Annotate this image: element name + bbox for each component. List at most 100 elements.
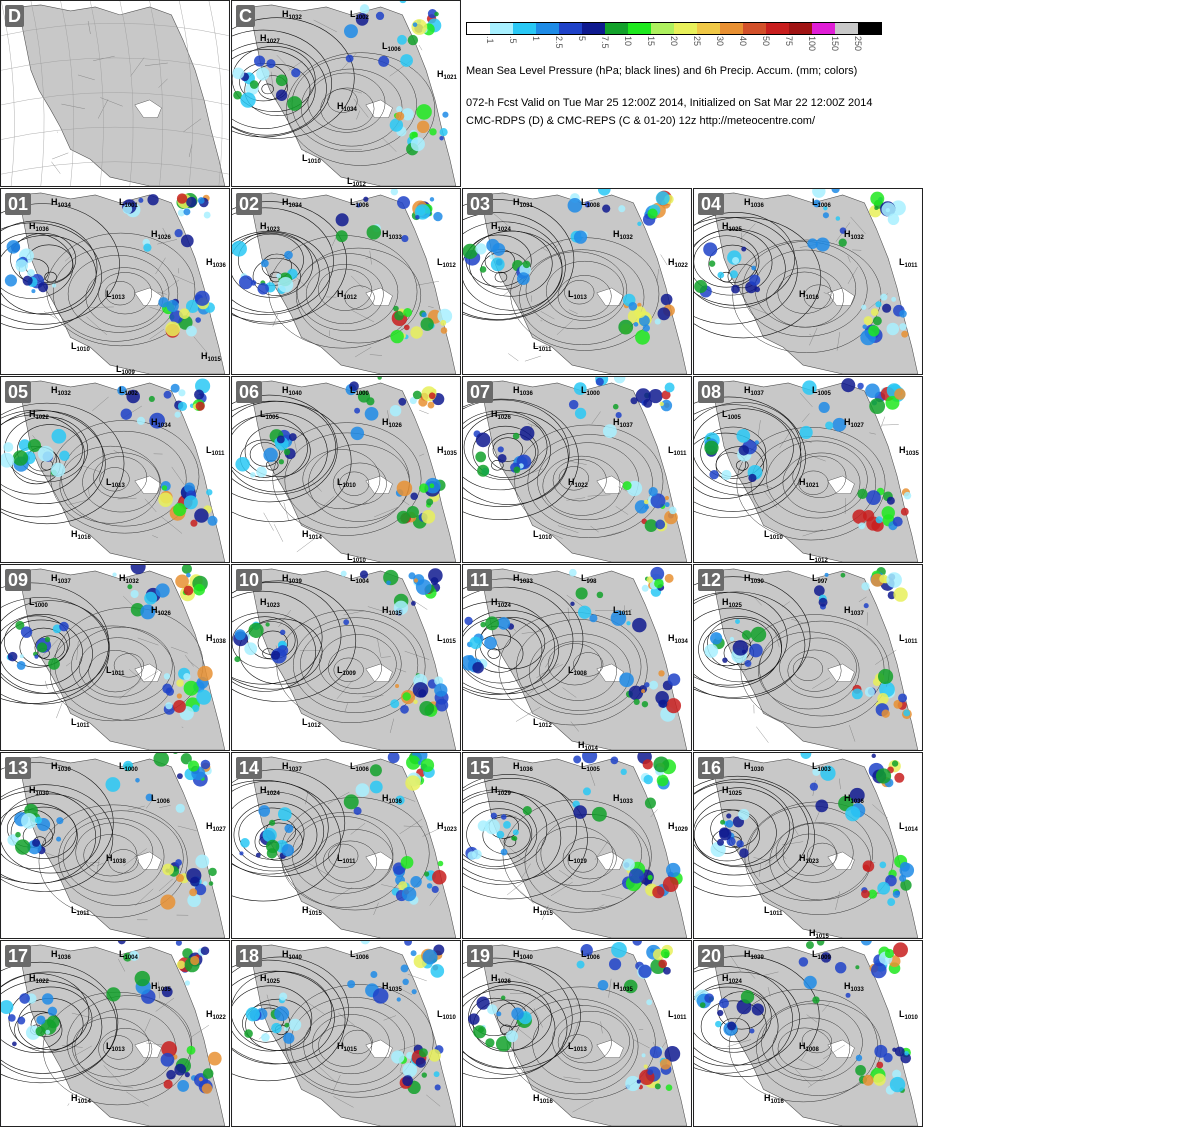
high-pressure-label: H1036: [29, 221, 49, 233]
precip-area: [27, 269, 35, 277]
border-line: [89, 306, 114, 308]
precip-area: [659, 401, 664, 407]
border-line: [144, 498, 157, 513]
precip-area: [475, 451, 487, 463]
isobar: [333, 657, 364, 682]
pressure-center-letter: L: [119, 385, 125, 395]
border-line: [367, 606, 388, 613]
graticule-line: [1, 126, 229, 140]
border-line: [608, 978, 612, 998]
border-line: [754, 598, 762, 606]
isobar: [540, 814, 642, 893]
precip-area: [394, 310, 404, 321]
low-pressure-label: L1011: [899, 257, 918, 269]
pressure-value: 1014: [584, 746, 598, 751]
precip-area: [173, 753, 178, 755]
precip-area: [415, 214, 420, 220]
isobar: [34, 635, 65, 660]
precip-area: [729, 270, 738, 279]
low-pressure-label: L1011: [106, 665, 125, 677]
isobar: [694, 229, 773, 296]
pressure-value: 1012: [307, 723, 321, 729]
map-graphic: [1, 565, 229, 750]
pressure-center-letter: H: [382, 981, 389, 991]
isobar: [1, 582, 110, 704]
pressure-value: 1024: [266, 791, 280, 797]
border-line: [558, 869, 573, 880]
border-line: [809, 327, 818, 346]
pressure-center-letter: H: [337, 1041, 344, 1051]
border-line: [739, 223, 756, 240]
pressure-center-letter: L: [812, 385, 818, 395]
border-line: [590, 525, 599, 533]
colorbar-swatch: [513, 23, 536, 34]
precip-area: [402, 692, 411, 701]
precip-area: [641, 584, 649, 592]
precip-area: [719, 998, 729, 1009]
low-pressure-label: L1005: [260, 409, 279, 421]
border-line: [513, 884, 534, 904]
precip-area: [610, 610, 627, 626]
precip-area: [147, 194, 159, 206]
pressure-value: 1006: [355, 767, 369, 773]
precip-area: [666, 862, 681, 878]
precip-area: [841, 378, 856, 393]
isobar: [238, 807, 305, 860]
precip-area: [610, 756, 619, 765]
precip-area: [349, 381, 359, 392]
panel-label: 05: [5, 381, 32, 403]
precip-area: [130, 589, 139, 599]
panel-label: C: [236, 5, 255, 27]
isobar: [463, 410, 551, 491]
high-pressure-label: H1039: [282, 573, 302, 585]
precip-area: [664, 1046, 681, 1062]
precip-area: [266, 839, 280, 854]
precip-area: [426, 883, 433, 889]
border-line: [515, 706, 541, 722]
precip-area: [642, 324, 650, 332]
precip-area: [568, 399, 579, 410]
precip-area: [420, 317, 434, 331]
pressure-center-letter: L: [568, 1041, 574, 1051]
pressure-value: 1012: [352, 182, 366, 187]
panel-label: 01: [5, 193, 32, 215]
land-mass: [249, 568, 457, 750]
pressure-center-letter: L: [347, 176, 353, 186]
precip-area: [186, 196, 197, 208]
pressure-value: 1012: [538, 723, 552, 729]
border-line: [552, 240, 564, 250]
border-line: [170, 646, 188, 654]
border-line: [757, 420, 761, 436]
pressure-center-letter: H: [382, 793, 389, 803]
pressure-center-letter: L: [337, 853, 343, 863]
high-pressure-label: H1036: [382, 793, 402, 805]
isobar: [694, 432, 768, 499]
precip-area: [428, 392, 436, 400]
high-pressure-label: H1025: [722, 221, 742, 233]
precip-area: [644, 519, 658, 532]
border-line: [780, 854, 787, 859]
precip-area: [235, 457, 250, 472]
low-pressure-label: L1012: [533, 717, 552, 729]
border-line: [600, 1021, 603, 1034]
pressure-center-letter: L: [151, 793, 157, 803]
pressure-value: 1036: [388, 799, 402, 805]
isobar: [491, 460, 504, 471]
isobar: [503, 836, 517, 847]
pressure-center-letter: L: [899, 257, 905, 267]
pressure-center-letter: H: [491, 597, 498, 607]
pressure-center-letter: L: [106, 477, 112, 487]
precip-area: [643, 398, 653, 408]
precip-area: [633, 698, 640, 705]
graticule-line: [1, 92, 229, 106]
border-line: [508, 353, 519, 362]
border-line: [87, 20, 91, 35]
precip-area: [197, 197, 205, 204]
pressure-value: 1022: [35, 979, 49, 985]
border-line: [381, 884, 400, 889]
low-pressure-label: L1004: [350, 573, 369, 585]
border-line: [305, 791, 309, 805]
precip-area: [427, 9, 438, 19]
pressure-center-letter: H: [206, 821, 213, 831]
colorbar-swatch: [559, 23, 582, 34]
